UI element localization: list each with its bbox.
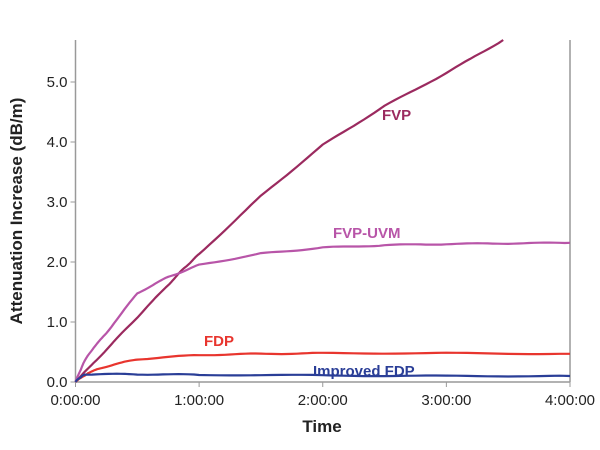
series-lines [74,39,571,383]
labels: Time Attenuation Increase (dB/m) FVP FVP… [7,98,415,436]
x-tick-label: 3:00:00 [421,392,471,409]
y-tick-label: 5.0 [47,74,68,91]
series-line-fvp-uvm [74,241,571,383]
y-tick-label: 1.0 [47,314,68,331]
x-axis-label: Time [302,417,341,436]
y-tick-label: 3.0 [47,194,68,211]
series-line-improved-fdp [74,372,571,383]
x-tick-label: 0:00:00 [50,392,100,409]
series-line-fdp [74,351,570,383]
y-tick-label: 4.0 [47,134,68,151]
y-axis-label: Attenuation Increase (dB/m) [7,98,26,325]
series-line-fvp [74,39,504,383]
x-tick-label: 4:00:00 [545,392,595,409]
annotation-fdp: FDP [204,333,234,350]
annotation-fvp: FVP [382,107,411,124]
x-tick-label: 2:00:00 [298,392,348,409]
x-tick-label: 1:00:00 [174,392,224,409]
annotation-improved-fdp: Improved FDP [313,363,415,380]
axes: 0.0 1.0 2.0 3.0 4.0 5.0 0:00:00 1:00:00 2:00:00 3… [47,40,595,409]
y-tick-label: 2.0 [47,254,68,271]
annotation-fvp-uvm: FVP-UVM [333,225,401,242]
y-tick-label: 0.0 [47,374,68,391]
